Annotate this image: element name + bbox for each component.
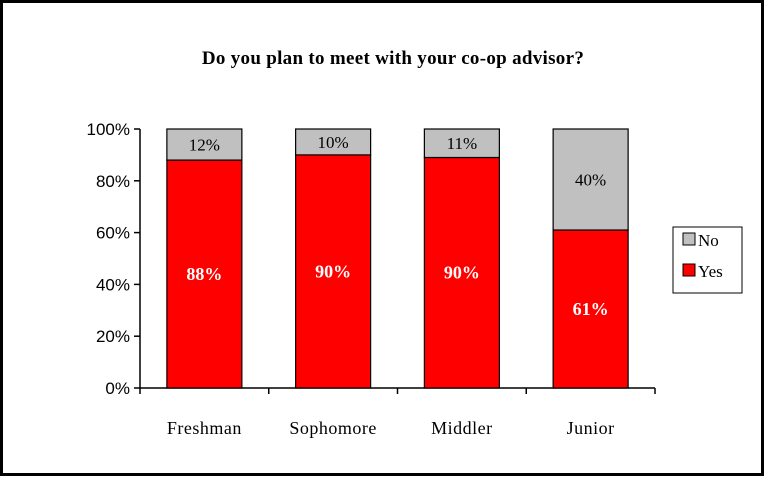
chart-title: Do you plan to meet with your co-op advi… bbox=[202, 48, 584, 69]
bar-no bbox=[423, 128, 500, 159]
y-tick-label: 100% bbox=[87, 120, 130, 139]
bar-no bbox=[295, 128, 372, 156]
y-tick-label: 40% bbox=[96, 275, 130, 294]
data-label-no: 40% bbox=[575, 171, 606, 190]
y-tick-label: 80% bbox=[96, 172, 130, 191]
y-tick-label: 0% bbox=[105, 379, 130, 398]
bar-yes bbox=[423, 156, 500, 389]
data-label-yes: 90% bbox=[315, 261, 351, 281]
y-tick-label: 20% bbox=[96, 327, 130, 346]
x-category-label: Sophomore bbox=[289, 418, 377, 438]
bar-no bbox=[552, 128, 629, 231]
data-label-yes: 90% bbox=[444, 263, 480, 283]
x-category-label: Freshman bbox=[167, 418, 242, 438]
data-label-no: 10% bbox=[318, 133, 349, 152]
legend-swatch bbox=[682, 263, 696, 277]
legend: No Yes bbox=[672, 226, 743, 294]
legend-label: No bbox=[698, 231, 719, 250]
legend-label: Yes bbox=[698, 262, 723, 281]
bar-no bbox=[166, 128, 243, 161]
data-label-no: 12% bbox=[189, 136, 220, 155]
x-category-label: Junior bbox=[567, 418, 615, 438]
bar-yes bbox=[166, 159, 243, 389]
data-label-yes: 61% bbox=[573, 299, 609, 319]
plot-area: 0% 20% 40% 60% 80% 100% 88% 12% Freshman 90% 10% So… bbox=[87, 120, 656, 438]
data-label-no: 11% bbox=[447, 134, 478, 153]
legend-swatch bbox=[682, 232, 696, 246]
bar-yes bbox=[552, 229, 629, 389]
data-label-yes: 88% bbox=[186, 264, 222, 284]
y-tick-label: 60% bbox=[96, 224, 130, 243]
x-category-label: Middler bbox=[431, 418, 493, 438]
